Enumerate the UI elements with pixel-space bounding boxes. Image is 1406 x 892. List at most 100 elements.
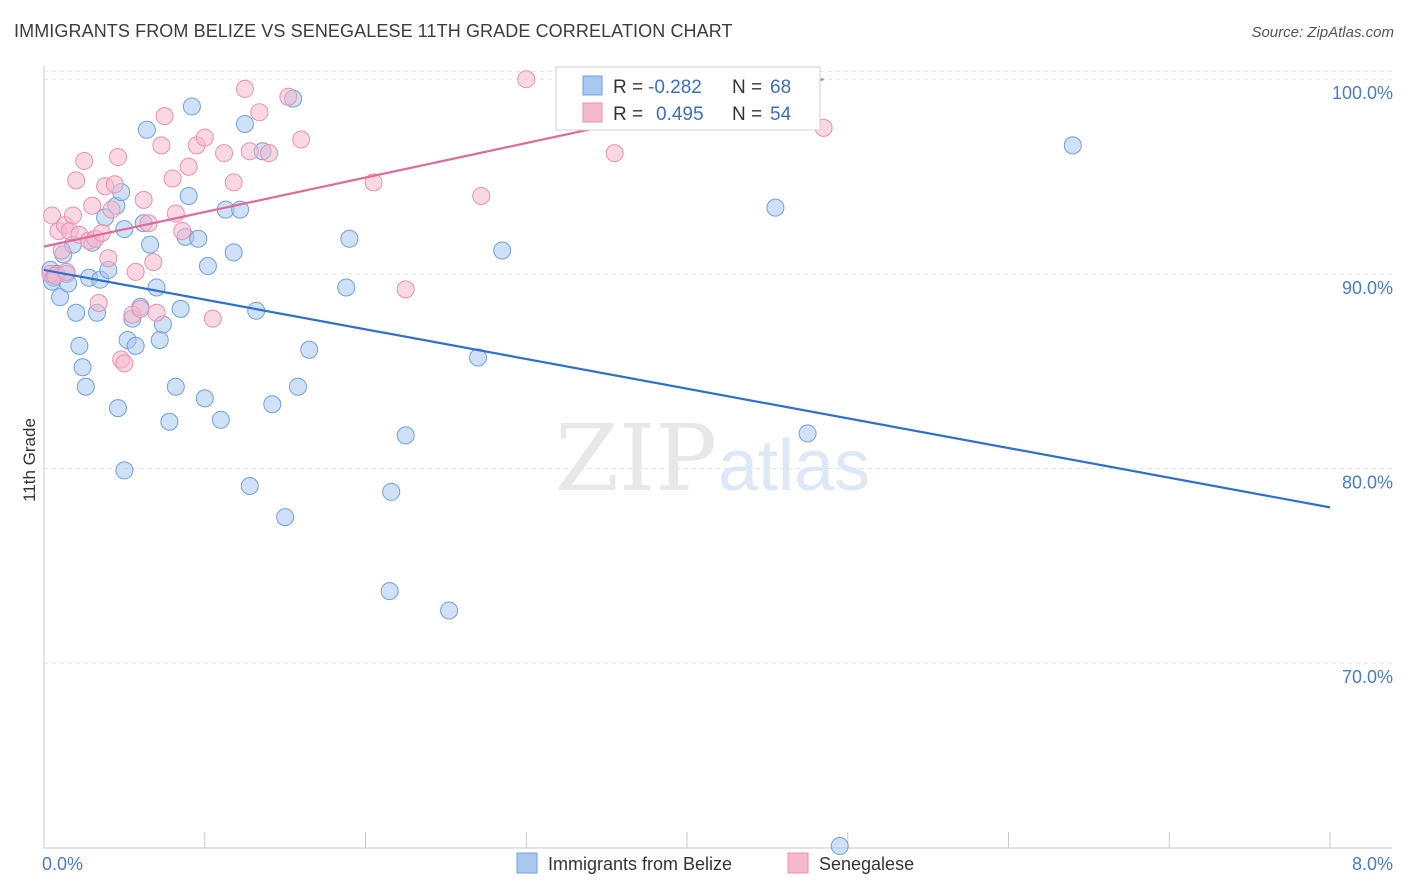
point-senegalese (472, 186, 491, 205)
point-belize (51, 288, 70, 307)
point-belize (288, 377, 307, 396)
watermark-atlas: atlas (718, 426, 870, 506)
point-belize (340, 229, 359, 248)
point-senegalese (203, 309, 222, 328)
point-belize (195, 389, 214, 408)
point-belize (137, 120, 156, 139)
source-credit: Source: ZipAtlas.com (1251, 24, 1394, 41)
point-senegalese (83, 196, 102, 215)
x-tick-marks (43, 832, 1331, 848)
x-tick-label: 8.0% (1352, 854, 1393, 874)
y-axis-label: 11th Grade (20, 418, 39, 502)
point-senegalese (215, 144, 234, 163)
data-points (41, 70, 1082, 856)
x-tick-labels: 0.0% 8.0% (42, 854, 1393, 874)
point-belize (300, 340, 319, 359)
point-senegalese (108, 148, 127, 167)
point-senegalese (195, 128, 214, 147)
bottom-legend-swatch-belize (516, 852, 538, 874)
point-senegalese (126, 262, 145, 281)
point-senegalese (134, 190, 153, 209)
chart-title: IMMIGRANTS FROM BELIZE VS SENEGALESE 11T… (14, 21, 733, 41)
point-belize (337, 278, 356, 297)
legend-swatch-belize (582, 75, 603, 96)
point-senegalese (105, 175, 124, 194)
legend-n-label-senegalese: N = (732, 104, 762, 125)
point-belize (224, 243, 243, 262)
point-belize (263, 395, 282, 414)
legend-n-value-belize: 68 (770, 77, 791, 98)
point-belize (235, 114, 254, 133)
point-belize (276, 508, 295, 527)
point-belize (1063, 136, 1082, 155)
point-senegalese (292, 130, 311, 149)
point-senegalese (605, 144, 624, 163)
point-senegalese (67, 171, 86, 190)
point-senegalese (99, 249, 118, 268)
point-belize (150, 331, 169, 350)
stats-legend: R = -0.282 N = 68 R = 0.495 N = 54 (555, 66, 821, 131)
point-belize (798, 424, 817, 443)
gridlines (44, 70, 1392, 664)
point-belize (382, 482, 401, 501)
point-belize (830, 837, 849, 856)
point-belize (240, 476, 259, 495)
point-belize (160, 412, 179, 431)
point-senegalese (250, 103, 269, 122)
legend-swatch-senegalese (582, 102, 603, 123)
point-belize (70, 336, 89, 355)
point-senegalese (75, 151, 94, 170)
watermark-zip: ZIP (555, 405, 717, 512)
point-senegalese (115, 354, 134, 373)
point-senegalese (155, 107, 174, 126)
point-senegalese (152, 136, 171, 155)
point-belize (766, 198, 785, 217)
legend-r-label-senegalese: R = (613, 104, 643, 125)
y-tick-label: 100.0% (1332, 83, 1393, 103)
point-senegalese (240, 142, 259, 161)
point-senegalese (235, 79, 254, 98)
y-tick-label: 90.0% (1342, 278, 1393, 298)
point-senegalese (179, 157, 198, 176)
point-senegalese (364, 173, 383, 192)
point-senegalese (89, 294, 108, 313)
point-belize (73, 358, 92, 377)
point-senegalese (63, 206, 82, 225)
point-belize (166, 377, 185, 396)
point-belize (67, 303, 86, 322)
y-tick-label: 80.0% (1342, 472, 1393, 492)
point-senegalese (131, 299, 150, 318)
point-belize (115, 461, 134, 480)
point-senegalese (144, 253, 163, 272)
point-senegalese (260, 144, 279, 163)
bottom-legend: Immigrants from Belize Senegalese (516, 852, 914, 874)
point-belize (182, 97, 201, 116)
trend-line-belize (43, 268, 1331, 509)
point-senegalese (517, 70, 536, 89)
legend-r-value-senegalese: 0.495 (656, 104, 704, 125)
bottom-legend-label-senegalese: Senegalese (819, 854, 914, 874)
point-belize (493, 241, 512, 260)
point-belize (76, 377, 95, 396)
legend-n-label-belize: N = (732, 77, 762, 98)
point-senegalese (43, 206, 62, 225)
bottom-legend-label-belize: Immigrants from Belize (548, 854, 732, 874)
x-tick-label: 0.0% (42, 854, 83, 874)
point-belize (380, 582, 399, 601)
legend-r-label-belize: R = (613, 77, 643, 98)
point-belize (147, 278, 166, 297)
point-belize (141, 235, 160, 254)
legend-n-value-senegalese: 54 (770, 104, 792, 125)
point-belize (211, 410, 230, 429)
y-tick-label: 70.0% (1342, 667, 1393, 687)
point-belize (108, 399, 127, 418)
point-belize (179, 186, 198, 205)
point-senegalese (163, 169, 182, 188)
point-belize (189, 229, 208, 248)
point-senegalese (173, 222, 192, 241)
point-senegalese (279, 87, 298, 106)
point-senegalese (224, 173, 243, 192)
point-belize (440, 601, 459, 620)
point-belize (198, 257, 217, 276)
